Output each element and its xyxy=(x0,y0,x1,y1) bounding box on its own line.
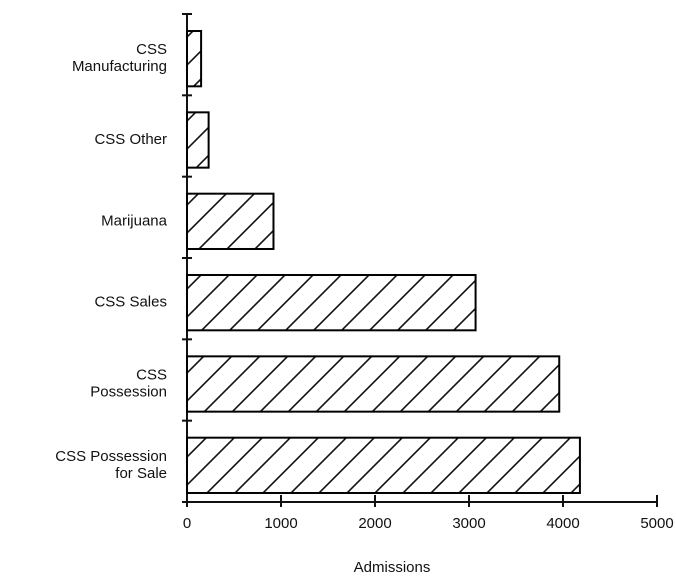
y-tick-label: CSS Possession xyxy=(90,366,167,400)
bar xyxy=(186,274,477,332)
x-tick-label: 5000 xyxy=(640,515,673,532)
bar xyxy=(186,192,275,250)
bar xyxy=(186,355,561,413)
x-tick-label: 2000 xyxy=(358,515,391,532)
x-tick-label: 0 xyxy=(183,515,191,532)
x-tick-label: 1000 xyxy=(264,515,297,532)
x-tick-label: 3000 xyxy=(452,515,485,532)
y-tick-label: Marijuana xyxy=(101,212,168,229)
y-tick-label: CSS Sales xyxy=(94,294,167,311)
y-tick-label: CSS Manufacturing xyxy=(72,41,167,75)
y-tick-label: CSS Possession for Sale xyxy=(55,448,167,482)
y-tick-label: CSS Other xyxy=(94,131,167,148)
x-axis-label: Admissions xyxy=(354,559,431,576)
bar xyxy=(186,436,581,494)
x-tick-label: 4000 xyxy=(546,515,579,532)
bar xyxy=(186,30,203,88)
bar xyxy=(186,111,210,169)
